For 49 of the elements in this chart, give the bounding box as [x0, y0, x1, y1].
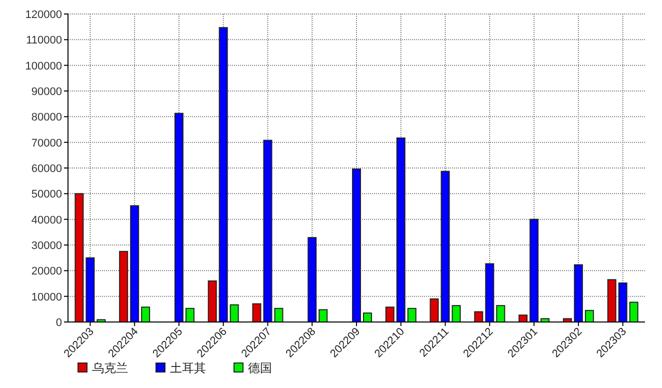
bar — [474, 311, 484, 322]
bar — [430, 298, 439, 322]
y-tick-label: 60000 — [31, 163, 62, 175]
bar — [218, 27, 228, 322]
bar — [607, 279, 616, 322]
y-tick-label: 80000 — [31, 112, 62, 124]
bar — [385, 306, 394, 322]
bar — [74, 193, 84, 322]
bar — [174, 112, 184, 322]
bar — [252, 303, 262, 322]
y-tick-label: 110000 — [26, 34, 62, 47]
y-tick-label: 10000 — [31, 291, 62, 304]
bar — [308, 237, 317, 322]
y-tick-label: 120000 — [25, 9, 62, 21]
bar — [485, 263, 494, 322]
y-tick-label: 40000 — [31, 214, 62, 226]
bar — [119, 250, 128, 322]
bar — [263, 140, 272, 322]
y-tick-label: 0 — [56, 317, 62, 329]
bar — [363, 312, 372, 322]
bar — [208, 280, 217, 322]
legend-label: 乌克兰 — [92, 361, 128, 375]
y-tick-label: 70000 — [31, 137, 62, 150]
bar — [518, 314, 528, 322]
bar — [352, 168, 361, 322]
bar — [618, 282, 628, 322]
y-tick-label: 20000 — [31, 266, 62, 278]
bar — [230, 304, 239, 322]
bar — [407, 308, 416, 322]
y-tick-label: 50000 — [31, 188, 62, 201]
legend-label: 德国 — [248, 361, 272, 375]
bar — [584, 310, 594, 322]
legend-label: 土耳其 — [170, 361, 206, 375]
bar — [141, 306, 150, 322]
y-tick-label: 30000 — [31, 240, 62, 252]
bar — [274, 308, 284, 322]
bar — [452, 305, 461, 322]
bar — [629, 302, 638, 322]
y-tick-label: 100000 — [25, 60, 62, 72]
bar — [440, 170, 450, 322]
bar — [185, 308, 194, 322]
bar — [396, 137, 406, 322]
y-tick-label: 90000 — [31, 86, 62, 98]
bar — [530, 218, 539, 322]
bar — [318, 309, 328, 322]
bar — [86, 257, 95, 322]
bar — [574, 264, 583, 322]
bar — [496, 305, 506, 322]
bar — [130, 205, 140, 322]
